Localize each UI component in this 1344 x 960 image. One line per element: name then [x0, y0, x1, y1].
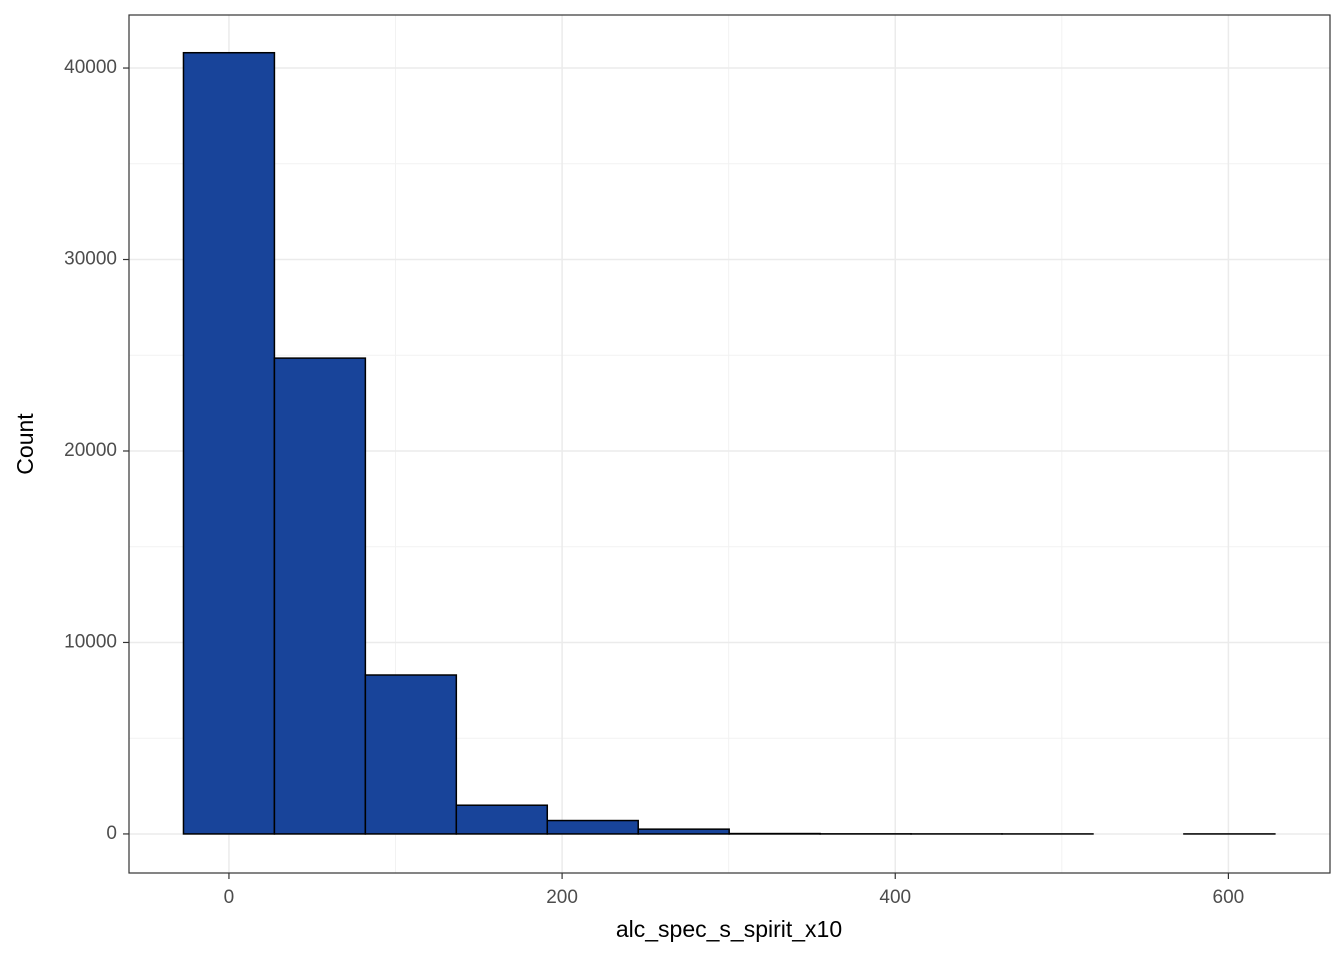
x-tick-label: 200: [546, 887, 578, 908]
y-tick-label: 20000: [64, 440, 117, 461]
panel-border: [128, 14, 1331, 874]
bar: [546, 819, 639, 835]
x-tick-label: 400: [879, 887, 911, 908]
x-axis-title: alc_spec_s_spirit_x10: [616, 916, 842, 942]
labels: 0 200 400 600 0 10000 20000 30000 40000: [64, 57, 1244, 908]
bar: [455, 804, 549, 835]
y-tick-label: 0: [106, 823, 117, 844]
y-tick-label: 30000: [64, 249, 117, 270]
bar: [273, 357, 367, 835]
y-tick-label: 10000: [64, 631, 117, 652]
x-tick-label: 600: [1213, 887, 1245, 908]
x-tick-label: 0: [224, 887, 235, 908]
bar: [182, 51, 276, 835]
y-axis-title: Count: [12, 413, 38, 475]
bar: [364, 674, 458, 835]
y-tick-label: 40000: [64, 57, 117, 78]
bar: [637, 828, 730, 835]
bars: [182, 51, 1276, 835]
